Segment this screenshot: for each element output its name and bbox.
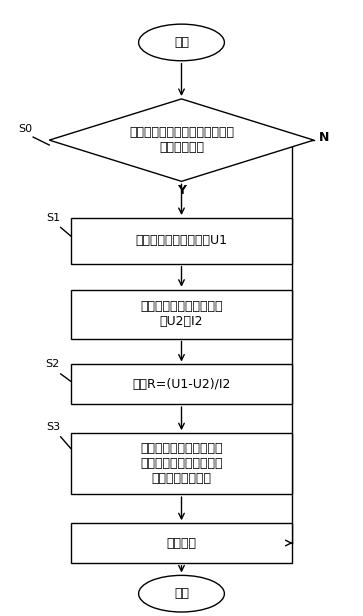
Polygon shape <box>49 99 314 181</box>
Text: 基于输入线路的阻抗，控
制输入线路的电压降以限
制输入线路的电流: 基于输入线路的阻抗，控 制输入线路的电压降以限 制输入线路的电流 <box>140 442 223 485</box>
Bar <box>71 523 292 563</box>
Text: 限流预设第二电流值，采
样U2和I2: 限流预设第二电流值，采 样U2和I2 <box>140 300 223 328</box>
Text: 判断允许的输入电流是否达到预
设第一电流值: 判断允许的输入电流是否达到预 设第一电流值 <box>129 126 234 154</box>
Text: 正常充电: 正常充电 <box>167 537 196 549</box>
Text: 结束: 结束 <box>174 587 189 600</box>
Text: S3: S3 <box>46 422 60 432</box>
Text: 开始: 开始 <box>174 36 189 49</box>
Text: S1: S1 <box>46 213 60 222</box>
Text: 车载充电机开机前采样U1: 车载充电机开机前采样U1 <box>135 234 228 248</box>
Text: S2: S2 <box>46 359 60 369</box>
Text: N: N <box>319 131 330 144</box>
Ellipse shape <box>139 24 224 61</box>
Text: S0: S0 <box>18 124 32 134</box>
Bar <box>71 365 292 404</box>
Bar <box>71 218 292 264</box>
Bar <box>71 290 292 339</box>
Ellipse shape <box>139 575 224 612</box>
Bar <box>71 433 292 494</box>
Text: Y: Y <box>177 184 186 197</box>
Text: 计算R=(U1-U2)/I2: 计算R=(U1-U2)/I2 <box>132 378 231 391</box>
